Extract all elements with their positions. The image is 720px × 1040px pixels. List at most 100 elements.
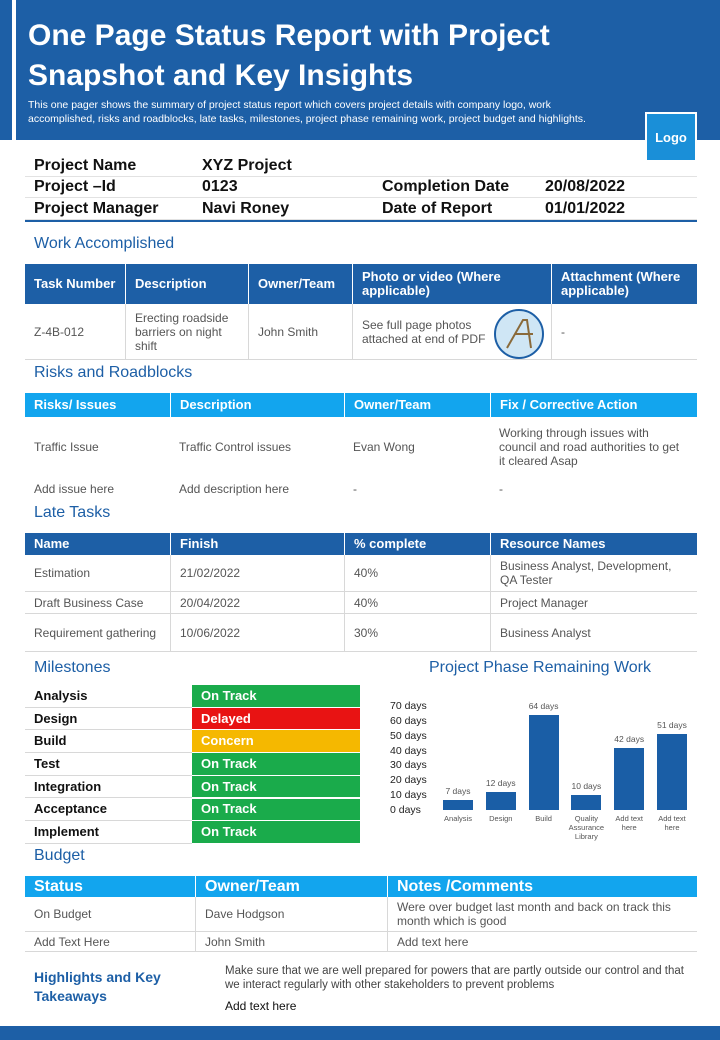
value-label: 10 days bbox=[571, 781, 602, 792]
milestone-status: Delayed bbox=[192, 707, 360, 731]
value-label: 12 days bbox=[485, 778, 516, 789]
column-header: Notes /Comments bbox=[387, 876, 697, 897]
column-header: Fix / Corrective Action bbox=[490, 393, 697, 417]
table-cell: - bbox=[353, 482, 357, 496]
milestone-status: On Track bbox=[192, 775, 360, 799]
y-tick-label: 10 days bbox=[390, 789, 427, 802]
title: One Page Status Report with Project Snap… bbox=[28, 19, 550, 92]
milestone-name: Design bbox=[25, 708, 192, 731]
info-line bbox=[25, 176, 697, 177]
table-cell: John Smith bbox=[248, 304, 352, 360]
table-cell: Business Analyst bbox=[490, 614, 697, 652]
x-tick-label: Add text here bbox=[615, 814, 643, 832]
bar bbox=[485, 792, 516, 810]
y-tick-label: 20 days bbox=[390, 774, 427, 787]
table-cell: 20/04/2022 bbox=[170, 592, 344, 614]
table-cell: Estimation bbox=[25, 555, 170, 592]
milestone-name: Build bbox=[25, 730, 192, 754]
table-cell: Working through issues with council and … bbox=[499, 426, 680, 468]
milestone-status: On Track bbox=[192, 685, 360, 708]
highlights-text: Add text here bbox=[225, 999, 297, 1013]
table-cell: 40% bbox=[344, 555, 490, 592]
column-header: Name bbox=[34, 536, 70, 551]
milestone-status: Concern bbox=[192, 730, 360, 754]
table-cell: Evan Wong bbox=[353, 440, 415, 454]
bar bbox=[614, 747, 645, 810]
milestone-name: Integration bbox=[25, 776, 192, 799]
column-header: Owner/Team bbox=[344, 393, 490, 417]
table-cell: Draft Business Case bbox=[25, 592, 170, 614]
y-tick-label: 30 days bbox=[390, 759, 427, 772]
y-tick-label: 0 days bbox=[390, 804, 421, 816]
section-heading: Late Tasks bbox=[34, 504, 111, 521]
info-cell: Project Manager bbox=[34, 200, 159, 217]
table-cell: Add text here bbox=[387, 932, 697, 952]
column-header: % complete bbox=[344, 533, 490, 555]
info-line bbox=[25, 219, 697, 220]
y-tick-label: 70 days bbox=[390, 700, 427, 712]
y-tick-label: 60 days bbox=[390, 714, 427, 727]
column-header: Description bbox=[125, 264, 248, 304]
table-cell: Traffic Issue bbox=[34, 440, 99, 454]
milestone-status: On Track bbox=[192, 798, 360, 822]
table-cell: Add description here bbox=[179, 482, 290, 496]
milestone-name: Implement bbox=[25, 821, 192, 844]
table-cell: - bbox=[499, 482, 503, 496]
milestone-name: Analysis bbox=[25, 685, 192, 708]
info-cell: XYZ Project bbox=[202, 157, 292, 174]
column-header: Finish bbox=[170, 533, 344, 555]
highlights-text: Make sure that we are well prepared for … bbox=[225, 965, 684, 991]
milestone-name: Test bbox=[25, 753, 192, 776]
footer-band bbox=[0, 1026, 720, 1040]
section-heading: Risks and Roadblocks bbox=[34, 364, 193, 381]
column-header: Owner/Team bbox=[248, 264, 352, 304]
table-cell: 40% bbox=[344, 592, 490, 614]
logo: Logo bbox=[645, 112, 697, 162]
info-cell: 20/08/2022 bbox=[545, 178, 626, 195]
header-stripe bbox=[12, 0, 16, 140]
table-header bbox=[25, 876, 697, 897]
bar bbox=[443, 799, 473, 810]
table-cell: Business Analyst, Development, QA Tester bbox=[490, 555, 697, 592]
milestone-status: On Track bbox=[192, 753, 360, 776]
milestone-status: On Track bbox=[192, 821, 360, 844]
bar bbox=[657, 734, 687, 810]
column-header: Task Number bbox=[34, 276, 116, 291]
chart-title: Project Phase Remaining Work bbox=[428, 659, 652, 676]
milestone-name: Acceptance bbox=[25, 799, 192, 822]
column-header: Photo or video (Where applicable) bbox=[352, 264, 551, 304]
table-cell: - bbox=[551, 304, 697, 360]
table-cell: On Budget bbox=[25, 897, 195, 932]
column-header: Status bbox=[34, 877, 83, 895]
table-cell: 30% bbox=[344, 614, 490, 652]
rule bbox=[25, 220, 697, 222]
table-cell: Traffic Control issues bbox=[179, 440, 292, 454]
info-cell: Completion Date bbox=[382, 178, 510, 195]
table-cell: Z-4B-012 bbox=[25, 304, 125, 360]
header-band bbox=[0, 0, 720, 140]
table-header bbox=[25, 264, 697, 304]
info-line bbox=[25, 197, 697, 198]
y-tick-label: 40 days bbox=[390, 744, 427, 757]
column-header: Owner/Team bbox=[195, 876, 387, 897]
table-cell: John Smith bbox=[195, 932, 387, 952]
y-tick-label: 50 days bbox=[390, 729, 427, 742]
table-header bbox=[25, 393, 697, 417]
x-tick-label: Build bbox=[535, 814, 552, 823]
column-header: Resource Names bbox=[490, 533, 697, 555]
section-heading: Budget bbox=[34, 847, 85, 864]
table-cell: Requirement gathering bbox=[25, 614, 170, 652]
x-tick-label: Add text here bbox=[658, 814, 686, 832]
column-header: Description bbox=[170, 393, 344, 417]
info-cell: Project Name bbox=[34, 157, 137, 174]
value-label: 64 days bbox=[528, 700, 559, 711]
info-cell: Navi Roney bbox=[202, 200, 290, 217]
column-header: Risks/ Issues bbox=[34, 397, 117, 412]
photo-icon bbox=[494, 309, 544, 359]
info-cell: 01/01/2022 bbox=[545, 200, 626, 217]
x-tick-label: Design bbox=[489, 814, 513, 823]
value-label: 7 days bbox=[445, 785, 471, 796]
subtitle: This one pager shows the summary of proj… bbox=[28, 99, 586, 125]
column-header: Attachment (Where applicable) bbox=[551, 264, 697, 304]
